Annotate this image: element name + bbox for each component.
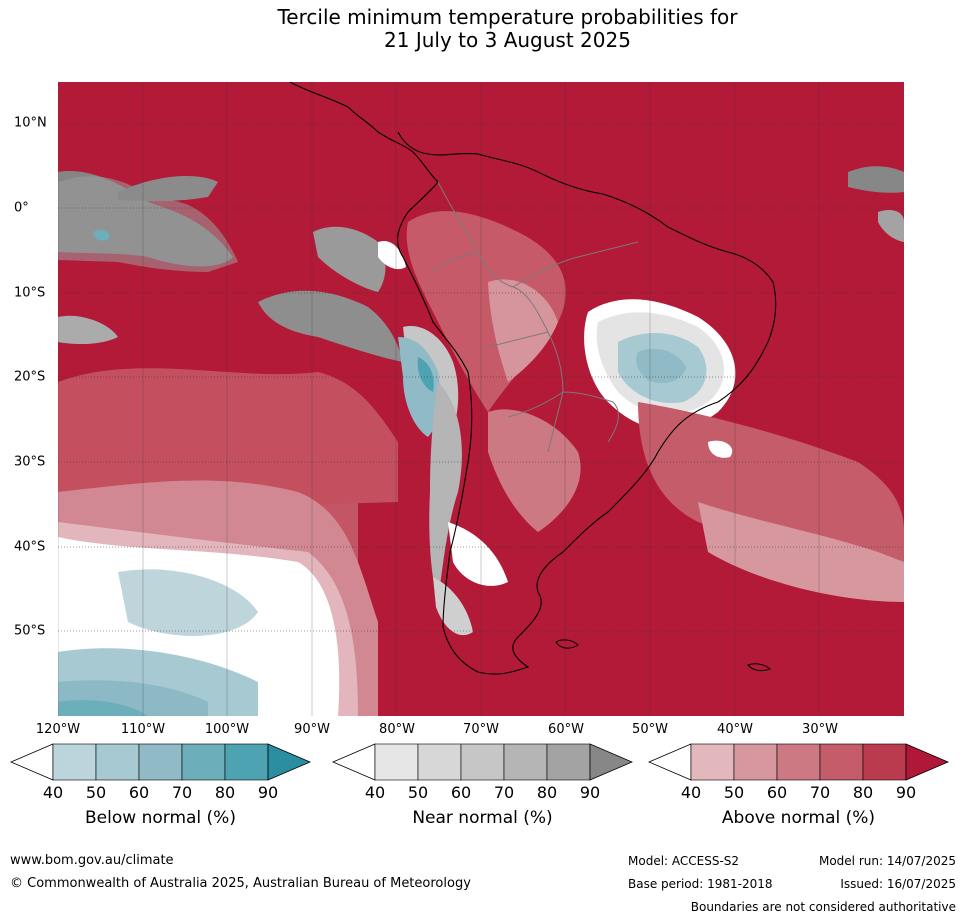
- lon-label: 120°W: [35, 722, 81, 737]
- near-normal-colorbar-segment: [417, 743, 462, 781]
- below-normal-tick-label: 60: [128, 783, 150, 802]
- above-normal-colorbar-segment: [690, 743, 735, 781]
- near-normal-tick-label: 60: [450, 783, 472, 802]
- above-normal-colorbar-segment: [733, 743, 778, 781]
- lat-label: 30°S: [14, 454, 46, 470]
- lon-label: 30°W: [802, 722, 838, 737]
- near-normal-tick-label: 40: [364, 783, 386, 802]
- above-normal-colorbar-segment: [862, 743, 907, 781]
- footer-boundaries-note: Boundaries are not considered authoritat…: [690, 900, 956, 914]
- pacific-near-normal-80: [58, 176, 238, 272]
- atlantic-above-50: [698, 502, 904, 602]
- near-normal-tick-label: 80: [536, 783, 558, 802]
- near-normal-tick-label: 90: [579, 783, 601, 802]
- below-normal-colorbar-segment: [95, 743, 140, 781]
- near-normal-colorbar-segment: [460, 743, 505, 781]
- continent-above-50: [488, 279, 558, 382]
- lat-label: 10°S: [14, 285, 46, 301]
- chile-coast-below-normal: [398, 337, 440, 437]
- map-title-line2: 21 July to 3 August 2025: [384, 28, 631, 52]
- below-normal-colorbar-segment: [267, 743, 311, 781]
- lat-label: 0°: [14, 200, 29, 216]
- below-normal-colorbar-segment: [52, 743, 97, 781]
- footer-url[interactable]: www.bom.gov.au/climate: [10, 853, 174, 868]
- above-normal-tick-label: 80: [852, 783, 874, 802]
- probability-map: [58, 82, 904, 716]
- below-normal-colorbar-segment: [138, 743, 183, 781]
- below-normal-colorbar-title: Below normal (%): [85, 808, 236, 828]
- below-normal-tick-label: 50: [85, 783, 107, 802]
- footer-copyright: © Commonwealth of Australia 2025, Austra…: [10, 876, 471, 891]
- pacific-near-normal-strip: [313, 226, 386, 292]
- near-normal-colorbar-segment: [503, 743, 548, 781]
- lat-label: 10°N: [14, 115, 47, 131]
- east-atlantic-near-normal-2: [878, 210, 904, 242]
- brazil-below-70: [636, 348, 686, 384]
- lat-label: 50°S: [14, 623, 46, 639]
- lon-label: 80°W: [379, 722, 415, 737]
- patagonia-white: [448, 522, 508, 586]
- above-normal-tick-label: 90: [895, 783, 917, 802]
- coastline: [289, 82, 777, 675]
- atlantic-white-spots: [708, 440, 733, 458]
- country-borders: [432, 181, 639, 453]
- near-normal-tick-label: 70: [493, 783, 515, 802]
- footer-issued: Issued: 16/07/2025: [840, 877, 956, 891]
- andes-near-normal: [429, 382, 462, 602]
- near-normal-colorbar: [332, 743, 633, 781]
- above-normal-tick-label: 50: [723, 783, 745, 802]
- above-normal-colorbar-segment: [905, 743, 949, 781]
- below-normal-tick-label: 80: [214, 783, 236, 802]
- south-pacific-below-80: [58, 700, 148, 716]
- near-normal-colorbar-segment: [589, 743, 633, 781]
- peru-coast-white: [378, 241, 406, 270]
- lon-label: 50°W: [632, 722, 668, 737]
- near-normal-colorbar-segment: [546, 743, 591, 781]
- near-normal-colorbar-segment: [374, 743, 419, 781]
- lon-label: 40°W: [717, 722, 753, 737]
- lon-label: 90°W: [294, 722, 330, 737]
- near-normal-tick-label: 50: [407, 783, 429, 802]
- falkland-islands: [555, 639, 579, 649]
- above-normal-colorbar: [648, 743, 949, 781]
- above-normal-colorbar-segment: [819, 743, 864, 781]
- below-normal-colorbar: [10, 743, 311, 781]
- footer-model: Model: ACCESS-S2: [628, 854, 740, 868]
- below-normal-colorbar-segment: [181, 743, 226, 781]
- chile-coast-below-80: [417, 357, 434, 392]
- above-normal-colorbar-segment: [648, 743, 692, 781]
- atlantic-above-70: [638, 402, 904, 582]
- footer-base-period: Base period: 1981-2018: [628, 877, 773, 891]
- lon-label: 110°W: [120, 722, 166, 737]
- lon-label: 70°W: [463, 722, 499, 737]
- lat-label: 40°S: [14, 539, 46, 555]
- lat-label: 20°S: [14, 369, 46, 385]
- footer-model-run: Model run: 14/07/2025: [818, 854, 956, 868]
- south-georgia: [747, 663, 771, 672]
- below-normal-colorbar-segment: [224, 743, 269, 781]
- pacific-below-normal-spot: [93, 229, 110, 241]
- below-normal-tick-label: 90: [257, 783, 279, 802]
- above-normal-tick-label: 60: [766, 783, 788, 802]
- above-normal-tick-label: 70: [809, 783, 831, 802]
- above-normal-colorbar-segment: [776, 743, 821, 781]
- map-title-line1: Tercile minimum temperature probabilitie…: [277, 5, 738, 29]
- lon-label: 60°W: [548, 722, 584, 737]
- above-normal-colorbar-title: Above normal (%): [721, 808, 876, 828]
- below-normal-tick-label: 40: [42, 783, 64, 802]
- east-atlantic-near-normal: [848, 166, 904, 193]
- argentina-above-50: [488, 409, 581, 532]
- above-normal-tick-label: 40: [680, 783, 702, 802]
- pacific-near-normal-band: [258, 290, 403, 362]
- lon-gridlines: [58, 82, 820, 716]
- near-normal-colorbar-segment: [332, 743, 376, 781]
- lon-label: 100°W: [204, 722, 250, 737]
- pacific-near-normal-west: [58, 315, 118, 345]
- below-normal-colorbar-segment: [10, 743, 54, 781]
- south-pacific-below-50: [118, 569, 258, 636]
- near-normal-colorbar-title: Near normal (%): [412, 808, 553, 828]
- below-normal-tick-label: 70: [171, 783, 193, 802]
